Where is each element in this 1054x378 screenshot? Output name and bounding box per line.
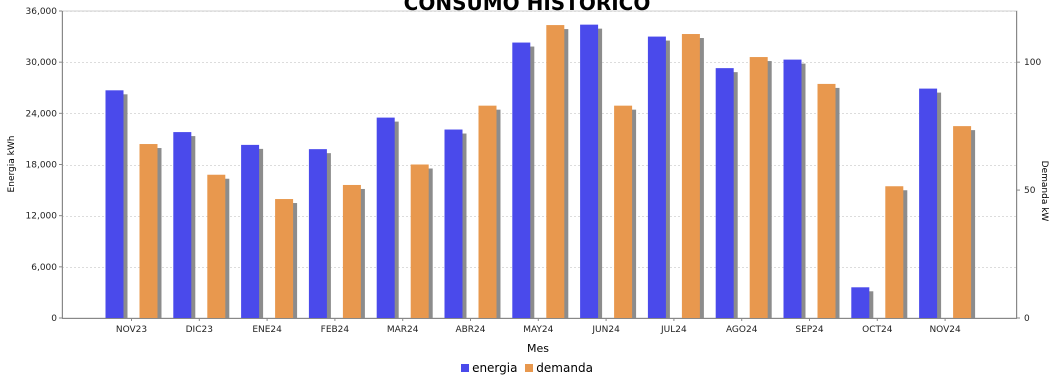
x-tick-label-oct24: OCT24 <box>862 325 893 335</box>
x-tick-label-jul24: JUL24 <box>660 325 687 335</box>
bar-energia-nov24 <box>919 88 938 318</box>
bar-energia-may24 <box>512 42 531 319</box>
bar-energia-ago24 <box>715 68 734 318</box>
bar-energia-mar24 <box>376 117 395 318</box>
bar-energia-jun24 <box>580 24 599 319</box>
x-axis-label: Mes <box>527 342 549 355</box>
x-tick-label-mar24: MAR24 <box>387 325 419 335</box>
bar-demanda-jun24 <box>614 105 633 319</box>
bar-demanda-oct24 <box>885 186 904 318</box>
bars <box>105 24 976 319</box>
x-tick-label-sep24: SEP24 <box>795 325 824 335</box>
legend-swatch-demanda <box>525 364 534 372</box>
legend: energia demanda <box>0 361 1054 375</box>
bar-energia-feb24 <box>308 149 327 318</box>
x-tick-label-dic23: DIC23 <box>186 325 213 335</box>
grid-lines <box>61 10 1018 319</box>
bar-energia-dic23 <box>173 132 192 318</box>
left-tick-label: 30,000 <box>26 58 58 68</box>
left-tick-label: 12,000 <box>26 212 58 222</box>
right-tick-label: 0 <box>1024 314 1030 324</box>
bar-demanda-nov23 <box>139 144 158 318</box>
bar-energia-jul24 <box>647 36 666 318</box>
bar-energia-abr24 <box>444 129 463 318</box>
x-tick-label-may24: MAY24 <box>523 325 553 335</box>
bar-demanda-dic23 <box>207 174 226 318</box>
bar-demanda-jul24 <box>681 34 700 319</box>
left-tick-label: 24,000 <box>26 109 58 119</box>
bar-demanda-sep24 <box>817 83 836 318</box>
right-tick-label: 50 <box>1024 186 1036 196</box>
legend-item-energia: energia <box>461 361 517 375</box>
left-tick-label: 18,000 <box>26 161 58 171</box>
right-axis-label: Demanda kW <box>1039 161 1049 222</box>
bar-demanda-nov24 <box>953 126 972 318</box>
bar-demanda-ago24 <box>749 57 768 319</box>
x-tick-label-feb24: FEB24 <box>321 325 350 335</box>
bar-energia-oct24 <box>851 287 870 318</box>
right-tick-label: 100 <box>1024 58 1041 68</box>
plot-area <box>61 10 1018 319</box>
bar-demanda-mar24 <box>410 164 429 318</box>
legend-item-demanda: demanda <box>525 361 593 375</box>
x-tick-label-abr24: ABR24 <box>455 325 485 335</box>
legend-swatch-energia <box>461 364 470 372</box>
bar-energia-ene24 <box>241 144 260 318</box>
x-tick-label-ago24: AGO24 <box>726 325 758 335</box>
left-tick-label: 6,000 <box>31 263 57 273</box>
bar-energia-nov23 <box>105 90 124 318</box>
axes: 0 6,000 12,000 18,000 24,000 30,000 36,000 0 50 1… <box>26 7 1042 335</box>
left-tick-label: 36,000 <box>26 7 58 17</box>
x-tick-label-nov23: NOV23 <box>116 325 147 335</box>
x-tick-label-nov24: NOV24 <box>929 325 961 335</box>
x-tick-label-jun24: JUN24 <box>591 325 620 335</box>
bar-energia-sep24 <box>783 59 802 318</box>
bar-demanda-abr24 <box>478 105 497 319</box>
left-axis-label: Energia kWh <box>7 136 17 193</box>
legend-label-demanda: demanda <box>536 361 593 375</box>
legend-label-energia: energia <box>472 361 518 375</box>
bar-demanda-may24 <box>546 25 565 319</box>
x-tick-label-ene24: ENE24 <box>252 325 282 335</box>
bar-demanda-feb24 <box>342 184 361 318</box>
bar-demanda-ene24 <box>275 199 294 318</box>
left-tick-label: 0 <box>51 314 57 324</box>
